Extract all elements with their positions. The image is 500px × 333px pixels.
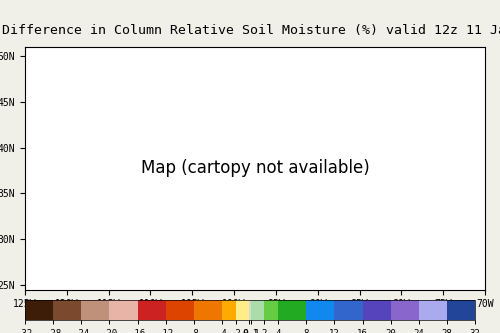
Text: Map (cartopy not available): Map (cartopy not available) [140,159,370,177]
Text: 1-Year Difference in Column Relative Soil Moisture (%) valid 12z 11 Jan 2017: 1-Year Difference in Column Relative Soi… [0,24,500,37]
